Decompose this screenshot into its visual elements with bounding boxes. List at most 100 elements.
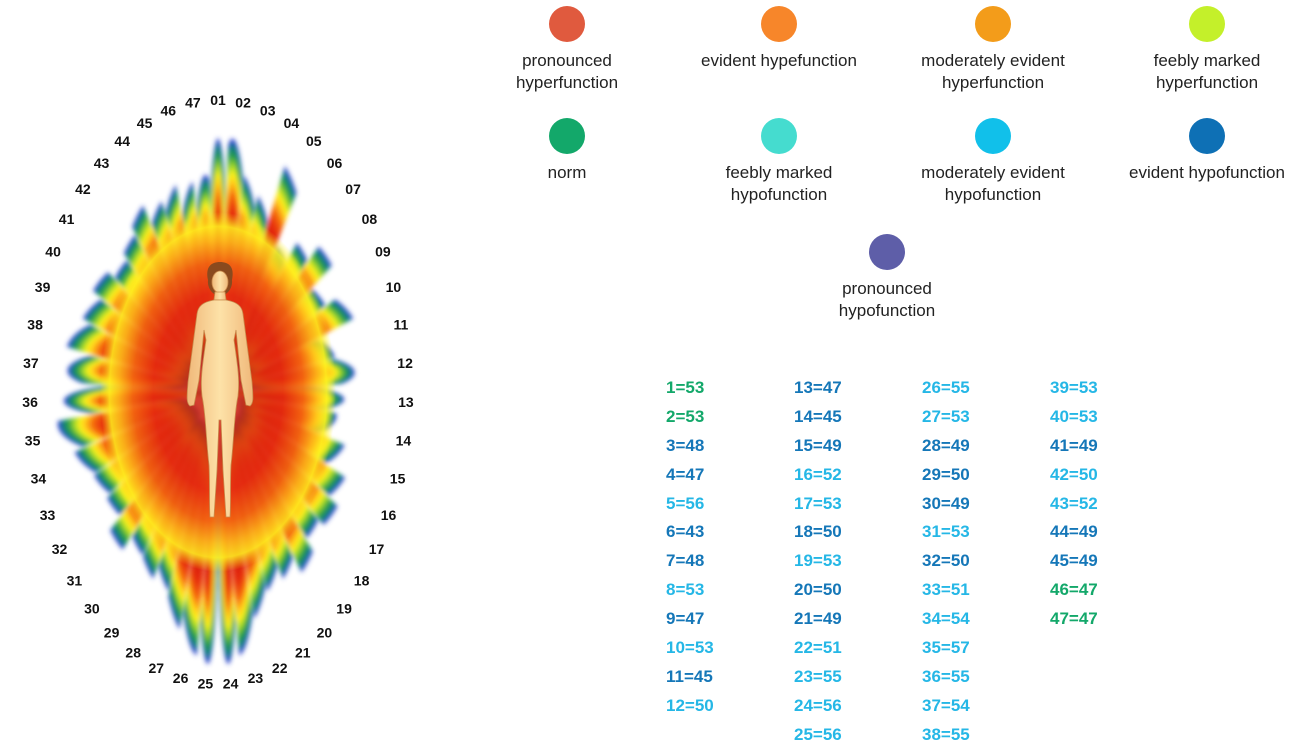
sector-value: 1=53: [666, 378, 705, 397]
sector-label-33: 33: [40, 507, 56, 523]
legend-label: feebly marked hyperfunction: [1122, 50, 1292, 94]
legend-item: feebly marked hypofunction: [694, 118, 864, 206]
sector-value: 28=49: [922, 435, 970, 455]
sector-value: 4=47: [666, 464, 705, 484]
sector-value: 36=55: [922, 666, 970, 686]
sector-value: 32=50: [922, 551, 970, 571]
sector-label-03: 03: [260, 102, 276, 118]
legend-item: moderately evident hyperfunction: [908, 6, 1078, 94]
sector-value: 20=50: [794, 580, 842, 600]
legend-label: feebly marked hypofunction: [694, 162, 864, 206]
legend-label-line: norm: [547, 163, 587, 182]
sector-value: 47=47: [1050, 609, 1098, 629]
legend-item: feebly marked hyperfunction: [1122, 6, 1292, 94]
sector-value: 9=47: [666, 609, 705, 629]
sector-label-29: 29: [104, 625, 120, 641]
sector-label-14: 14: [396, 433, 412, 449]
sector-value: 30=49: [922, 493, 970, 513]
legend-item: evident hypefunction: [694, 6, 864, 72]
legend-label-line: feebly marked: [725, 163, 833, 182]
legend-swatch: [761, 6, 797, 42]
sector-value: 45=49: [1050, 551, 1098, 571]
sector-label-19: 19: [336, 601, 352, 617]
sector-value: 8=53: [666, 580, 705, 600]
sector-label-24: 24: [223, 675, 239, 691]
sector-label-20: 20: [317, 625, 333, 641]
sector-label-45: 45: [137, 115, 153, 131]
sector-value: 33=51: [922, 580, 970, 600]
values-column: 26=55 27=53 28=49 29=50 30=49 31=53 32=50 33=51…: [922, 374, 1050, 750]
sector-label-43: 43: [94, 155, 110, 171]
legend-label-line: hyperfunction: [1155, 73, 1259, 92]
legend-label-line: evident hypefunction: [701, 51, 857, 70]
sector-label-13: 13: [398, 394, 414, 410]
sector-value: 37=54: [922, 695, 970, 715]
sector-label-10: 10: [386, 279, 402, 295]
legend-label: evident hypefunction: [694, 50, 864, 72]
sector-value: 42=50: [1050, 464, 1098, 484]
legend-item: norm: [482, 118, 652, 184]
sector-value: 3=48: [666, 435, 705, 455]
legend-swatch: [975, 6, 1011, 42]
legend-label: moderately evident hyperfunction: [908, 50, 1078, 94]
legend-swatch: [975, 118, 1011, 154]
sector-value: 31=53: [922, 522, 970, 542]
sector-label-16: 16: [381, 507, 397, 523]
legend-item: pronounced hyperfunction: [482, 6, 652, 94]
legend-label-line: pronounced: [842, 279, 932, 298]
sector-value: 17=53: [794, 493, 842, 513]
sector-label-36: 36: [22, 394, 38, 410]
sector-value: 27=53: [922, 406, 970, 426]
sector-value: 26=55: [922, 378, 970, 397]
legend-swatch: [549, 118, 585, 154]
legend-label-line: moderately evident: [921, 163, 1065, 182]
sector-label-42: 42: [75, 181, 91, 197]
sector-label-12: 12: [397, 355, 413, 371]
sector-label-38: 38: [27, 316, 43, 332]
legend-item: pronounced hypofunction: [802, 234, 972, 322]
sector-value: 12=50: [666, 695, 714, 715]
sector-value: 18=50: [794, 522, 842, 542]
sector-value: 46=47: [1050, 580, 1098, 600]
values-column: 1=53 2=53 3=48 4=47 5=56 6=43 7=48 8=53 9=47 10=5…: [666, 374, 794, 750]
sector-label-27: 27: [149, 660, 165, 676]
legend-swatch: [1189, 118, 1225, 154]
sector-value: 11=45: [666, 666, 713, 686]
legend-label-line: evident hypofunction: [1129, 163, 1285, 182]
legend-swatch: [1189, 6, 1225, 42]
sector-label-01: 01: [210, 92, 226, 108]
sector-value: 38=55: [922, 724, 970, 744]
sector-label-41: 41: [59, 211, 75, 227]
legend-label-line: pronounced: [522, 51, 612, 70]
sector-label-18: 18: [354, 573, 370, 589]
sector-value: 13=47: [794, 378, 842, 397]
legend-label: evident hypofunction: [1122, 162, 1292, 184]
legend-item: moderately evident hypofunction: [908, 118, 1078, 206]
legend-label: norm: [482, 162, 652, 184]
sector-value: 22=51: [794, 638, 842, 658]
sector-value: 24=56: [794, 695, 842, 715]
sector-value: 21=49: [794, 609, 842, 629]
sector-label-05: 05: [306, 133, 322, 149]
sector-label-35: 35: [25, 433, 41, 449]
legend-label-line: hyperfunction: [941, 73, 1045, 92]
legend-label: pronounced hyperfunction: [482, 50, 652, 94]
sector-label-30: 30: [84, 601, 100, 617]
sector-label-32: 32: [52, 541, 68, 557]
sector-label-07: 07: [345, 181, 361, 197]
sector-label-25: 25: [198, 675, 214, 691]
sector-value: 10=53: [666, 638, 714, 658]
legend-item: evident hypofunction: [1122, 118, 1292, 184]
sector-value: 2=53: [666, 406, 705, 426]
sector-value: 35=57: [922, 638, 970, 658]
sector-value: 29=50: [922, 464, 970, 484]
sector-label-08: 08: [362, 211, 378, 227]
sector-value: 15=49: [794, 435, 842, 455]
values-column: 39=53 40=53 41=49 42=50 43=52 44=49 45=49 46=47…: [1050, 374, 1178, 750]
sector-value: 5=56: [666, 493, 705, 513]
sector-label-34: 34: [31, 471, 47, 487]
legend-swatch: [761, 118, 797, 154]
legend-label-line: hyperfunction: [515, 73, 619, 92]
sector-value: 16=52: [794, 464, 842, 484]
